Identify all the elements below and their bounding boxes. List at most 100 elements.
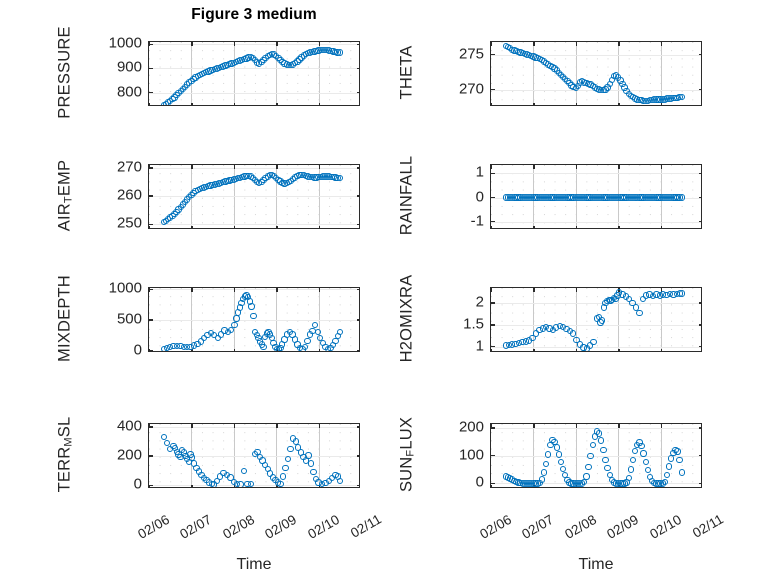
data-marker	[250, 313, 257, 320]
x-tickmark	[660, 226, 662, 228]
data-marker	[555, 451, 563, 458]
subplot-terr_msl: 0 200 400 TERRMSL 02/06 02/07 02/08 02/09 02/10 0…	[56, 416, 384, 573]
data-marker	[602, 456, 609, 464]
y-tick-label: 200	[458, 418, 484, 436]
y-tickmark	[699, 324, 701, 326]
figure-title: Figure 3 medium	[191, 6, 317, 23]
data-marker	[600, 447, 607, 454]
x-tickmark	[618, 424, 620, 428]
y-tick-labels-pressure: 800 900 1000	[86, 35, 142, 106]
x-tickmark	[191, 485, 193, 487]
y-axis-label-rest: EMP	[55, 159, 74, 196]
subplot-mixdepth: 0 500 1000 MIXDEPTH	[56, 275, 360, 361]
y-tickmark	[699, 172, 701, 175]
y-tick-label: 275	[458, 45, 484, 63]
x-tickmark	[533, 349, 535, 351]
y-tick-label: 1	[475, 163, 484, 181]
x-tickmark	[191, 103, 193, 105]
x-tick-label: 02/08	[220, 511, 257, 542]
data-marker	[632, 304, 640, 311]
data-marker	[227, 474, 234, 481]
data-marker	[336, 328, 343, 336]
x-tick-label: 02/08	[562, 511, 599, 542]
subplot-sun_flux: 0 100 200 SUNFLUX 02/06 02/07 02/08 02/09 02/10 0…	[398, 416, 726, 573]
y-tick-label: 1000	[108, 279, 142, 297]
data-marker	[589, 441, 596, 448]
y-axis-label-sun_flux: SUNFLUX	[398, 389, 417, 519]
x-tickmark	[318, 349, 320, 351]
x-tickmark	[575, 42, 578, 46]
data-marker	[678, 194, 685, 201]
data-marker	[629, 456, 637, 464]
x-tickmark	[318, 288, 320, 292]
data-marker	[581, 478, 588, 486]
y-tick-labels-terr_msl: 0 200 400	[86, 417, 142, 492]
axes-sun_flux	[490, 423, 702, 488]
x-tick-label: 02/06	[135, 511, 173, 542]
x-tickmark	[233, 165, 236, 169]
x-tickmark	[233, 424, 236, 428]
data-series-h2omixra	[491, 288, 701, 351]
data-marker	[301, 343, 309, 351]
x-tickmark	[233, 42, 236, 46]
y-axis-label-subscript: F	[404, 449, 417, 457]
x-tickmark	[149, 424, 151, 428]
data-marker	[542, 460, 550, 468]
data-marker	[604, 465, 611, 472]
y-tickmark	[149, 349, 153, 351]
data-marker	[587, 452, 594, 459]
subplot-pressure: 800 900 1000 PRESSURE	[56, 26, 360, 118]
y-axis-label-subscript: T	[62, 195, 75, 203]
data-marker	[310, 469, 317, 476]
y-tick-label: 0	[133, 341, 142, 359]
x-tickmark	[233, 103, 236, 105]
y-tickmark	[149, 426, 153, 428]
data-marker	[640, 450, 647, 457]
x-tick-labels-sun_flux: 02/06 02/07 02/08 02/09 02/10 02/11	[477, 495, 726, 542]
y-tickmark	[149, 288, 153, 290]
data-marker	[213, 477, 221, 485]
data-marker	[674, 448, 681, 455]
x-tickmark	[276, 103, 278, 105]
x-tickmark	[618, 226, 620, 228]
x-tickmark	[149, 288, 151, 292]
data-marker	[217, 473, 224, 480]
y-axis-label-subscript: M	[62, 436, 75, 447]
y-tickmark	[357, 223, 359, 226]
axes-terr_msl	[148, 423, 360, 488]
y-tickmark	[699, 220, 701, 223]
y-tickmark	[149, 91, 153, 94]
y-tickmark	[699, 427, 701, 429]
data-marker	[636, 309, 643, 316]
data-marker	[279, 473, 287, 480]
y-tickmark	[357, 67, 359, 70]
y-tickmark	[699, 196, 701, 199]
data-marker	[668, 455, 675, 462]
data-marker	[573, 336, 580, 344]
y-tickmark	[357, 455, 359, 457]
data-marker	[233, 315, 240, 322]
data-marker	[661, 478, 669, 485]
y-axis-label-base: AIR	[55, 202, 74, 231]
y-tick-label: 400	[116, 417, 142, 435]
x-tickmark	[491, 485, 493, 487]
x-tickmark	[276, 165, 278, 169]
data-marker	[312, 321, 319, 328]
data-series-mixdepth	[149, 288, 359, 351]
y-tickmark	[491, 53, 495, 56]
y-axis-label-h2omixra: H2OMIXRA	[397, 274, 416, 362]
x-tickmark	[318, 42, 320, 46]
y-tickmark	[149, 455, 153, 457]
data-marker	[240, 467, 248, 474]
x-tickmark	[660, 349, 662, 351]
y-axis-label-mixdepth: MIXDEPTH	[55, 274, 74, 362]
data-marker	[583, 473, 590, 480]
y-tick-label: 270	[116, 158, 142, 176]
data-marker	[545, 451, 552, 458]
data-marker	[197, 338, 204, 345]
data-marker	[336, 49, 343, 56]
x-tickmark	[491, 103, 493, 105]
y-tickmark	[149, 223, 153, 226]
y-tickmark	[491, 302, 495, 304]
y-tick-label: 260	[116, 186, 142, 204]
